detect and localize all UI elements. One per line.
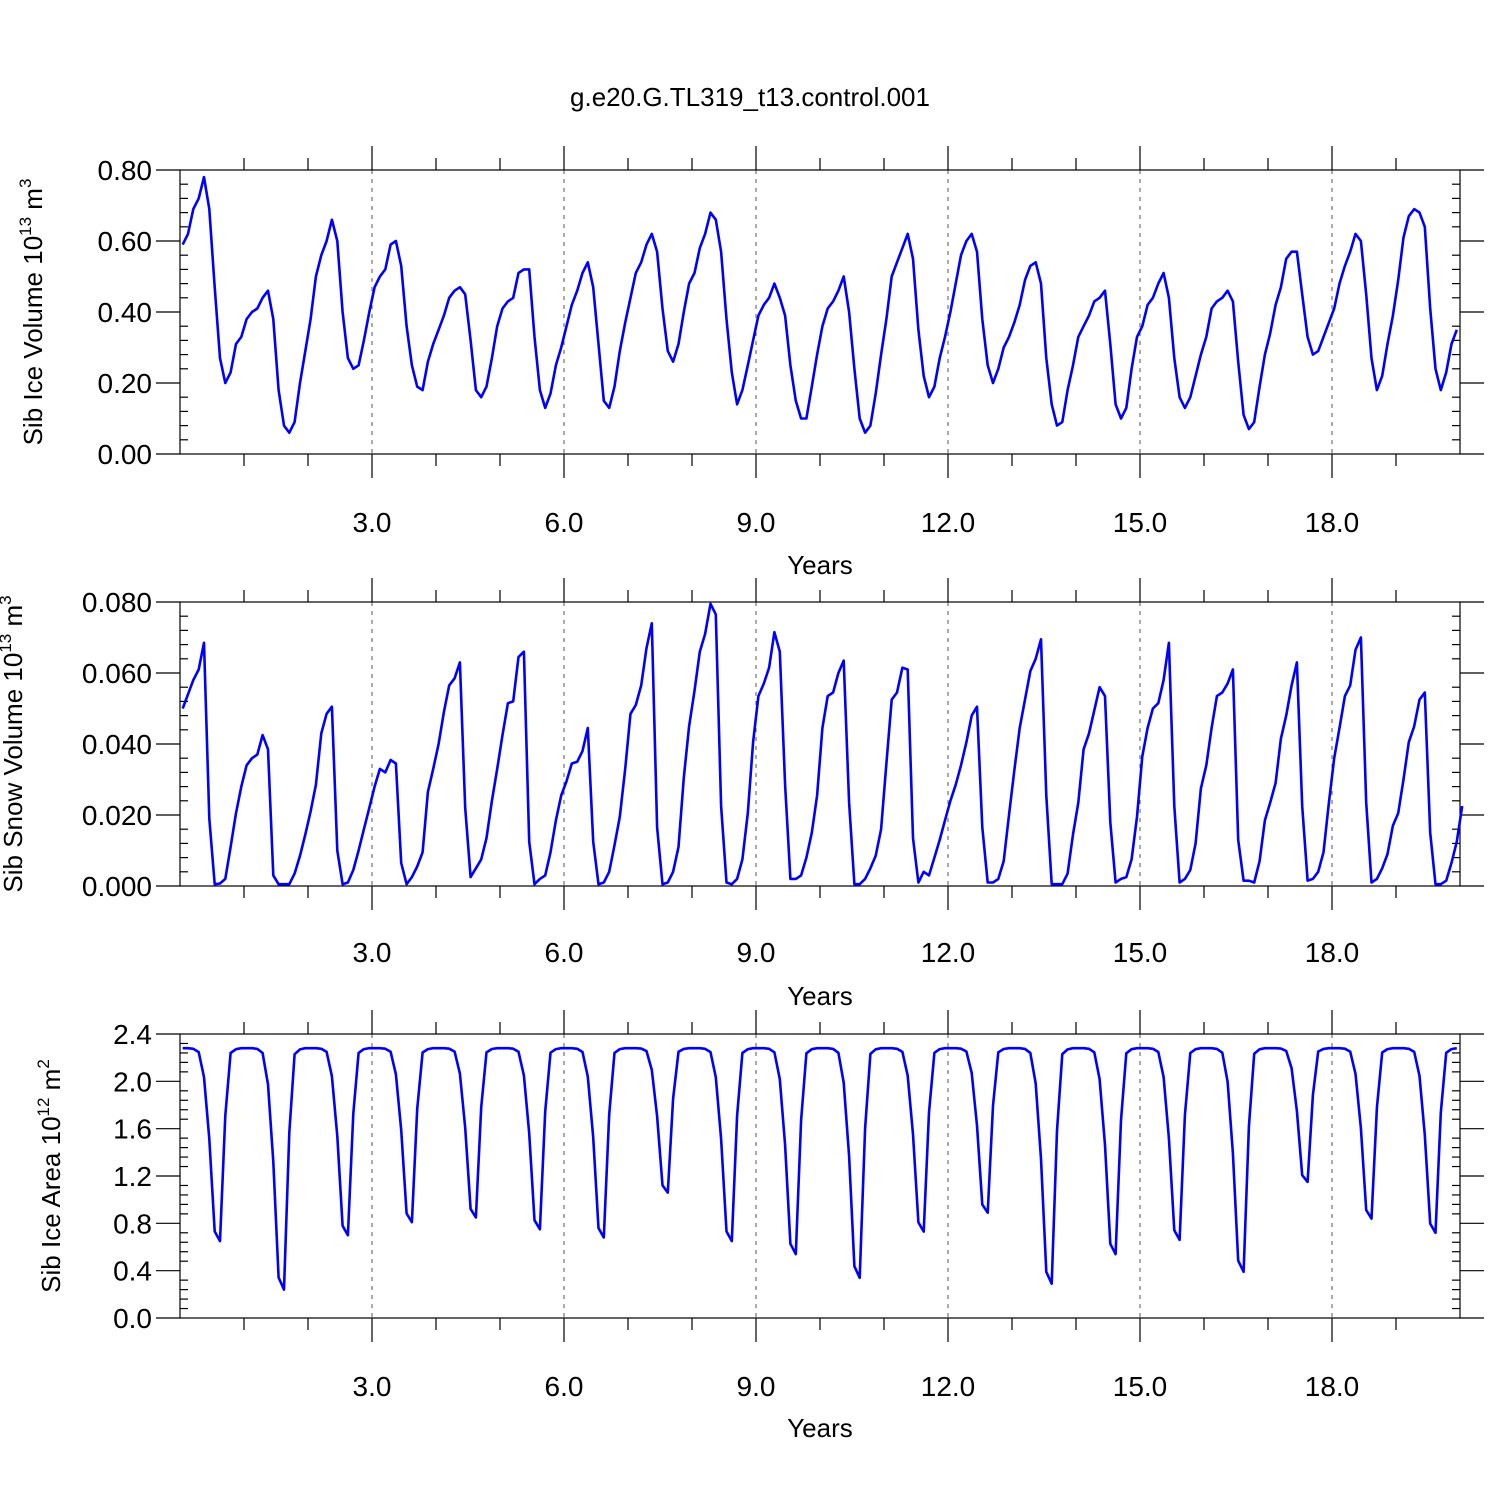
y-tick-label: 2.4 xyxy=(113,1019,152,1050)
y-axis-title-ylabel-exp: 13 xyxy=(0,634,15,653)
y-tick-label: 0.8 xyxy=(113,1208,152,1239)
x-tick-label: 12.0 xyxy=(921,1371,976,1402)
y-axis-title: Sib Ice Volume 1013 m3 xyxy=(16,179,48,446)
y-axis-title: Sib Snow Volume 1013 m3 xyxy=(0,595,28,892)
y-tick-label: 0.060 xyxy=(82,658,152,689)
y-axis-title-ylabel-unit: m xyxy=(0,605,28,634)
y-tick-label: 0.040 xyxy=(82,729,152,760)
x-tick-label: 18.0 xyxy=(1305,1371,1360,1402)
figure-title: g.e20.G.TL319_t13.control.001 xyxy=(570,82,930,112)
y-tick-label: 0.60 xyxy=(98,226,153,257)
series-line xyxy=(181,175,1459,434)
plot-frame xyxy=(179,169,1461,455)
y-tick-label: 1.6 xyxy=(113,1114,152,1145)
x-tick-label: 12.0 xyxy=(921,937,976,968)
x-axis-title: Years xyxy=(787,550,853,580)
y-axis-title: Sib Ice Area 1012 m2 xyxy=(34,1059,66,1293)
y-axis-title-ylabel-exp: 13 xyxy=(16,217,35,236)
y-axis-title-ylabel-unit-exp: 3 xyxy=(0,595,15,604)
x-tick-label: 9.0 xyxy=(737,1371,776,1402)
y-axis-title-ylabel-unit-exp: 3 xyxy=(16,179,35,188)
y-axis-title-ylabel-unit-exp: 2 xyxy=(34,1059,53,1068)
plot-frame xyxy=(179,1033,1461,1319)
y-tick-label: 0.40 xyxy=(98,297,153,328)
y-axis-title-ylabel-unit: m xyxy=(36,1069,66,1098)
x-tick-label: 6.0 xyxy=(545,1371,584,1402)
panel-1: 0.00 0.20 0.40 0.60 0.80 3.0 6.0 9.0 12.0 15.0 18.… xyxy=(16,146,1484,580)
y-tick-label: 0.020 xyxy=(82,800,152,831)
x-tick-label: 18.0 xyxy=(1305,507,1360,538)
x-tick-label: 3.0 xyxy=(353,937,392,968)
y-axis-title-ylabel: Sib Ice Area 10 xyxy=(36,1116,66,1292)
x-axis-title: Years xyxy=(787,1413,853,1443)
x-tick-label: 15.0 xyxy=(1113,1371,1168,1402)
x-tick-label: 9.0 xyxy=(737,507,776,538)
y-tick-label: 1.2 xyxy=(113,1161,152,1192)
x-tick-label: 9.0 xyxy=(737,937,776,968)
panel-2: 0.000 0.020 0.040 0.060 0.080 3.0 6.0 9.0 12.0 15… xyxy=(0,578,1484,1011)
x-tick-label: 3.0 xyxy=(353,1371,392,1402)
y-tick-label: 0.80 xyxy=(98,155,153,186)
x-tick-label: 15.0 xyxy=(1113,507,1168,538)
x-tick-label: 6.0 xyxy=(545,507,584,538)
y-tick-label: 0.4 xyxy=(113,1256,152,1287)
x-tick-label: 3.0 xyxy=(353,507,392,538)
y-tick-label: 0.000 xyxy=(82,871,152,902)
y-axis-title-ylabel: Sib Ice Volume 10 xyxy=(18,236,48,446)
panel-3: 0.0 0.4 0.8 1.2 1.6 2.0 2.4 3.0 6.0 9.0 12.0 15.0 18… xyxy=(34,1010,1484,1443)
y-axis-title-ylabel: Sib Snow Volume 10 xyxy=(0,653,28,893)
y-axis-title-ylabel-unit: m xyxy=(18,188,48,217)
x-axis-title: Years xyxy=(787,981,853,1011)
x-tick-label: 15.0 xyxy=(1113,937,1168,968)
y-tick-label: 0.20 xyxy=(98,368,153,399)
x-tick-label: 12.0 xyxy=(921,507,976,538)
y-tick-label: 0.080 xyxy=(82,587,152,618)
y-axis-title-ylabel-exp: 12 xyxy=(34,1098,53,1117)
x-tick-label: 18.0 xyxy=(1305,937,1360,968)
series-line xyxy=(181,602,1464,886)
y-tick-label: 0.00 xyxy=(98,439,153,470)
y-tick-label: 0.0 xyxy=(113,1303,152,1334)
series-line xyxy=(182,1046,1458,1291)
x-tick-label: 6.0 xyxy=(545,937,584,968)
y-tick-label: 2.0 xyxy=(113,1066,152,1097)
